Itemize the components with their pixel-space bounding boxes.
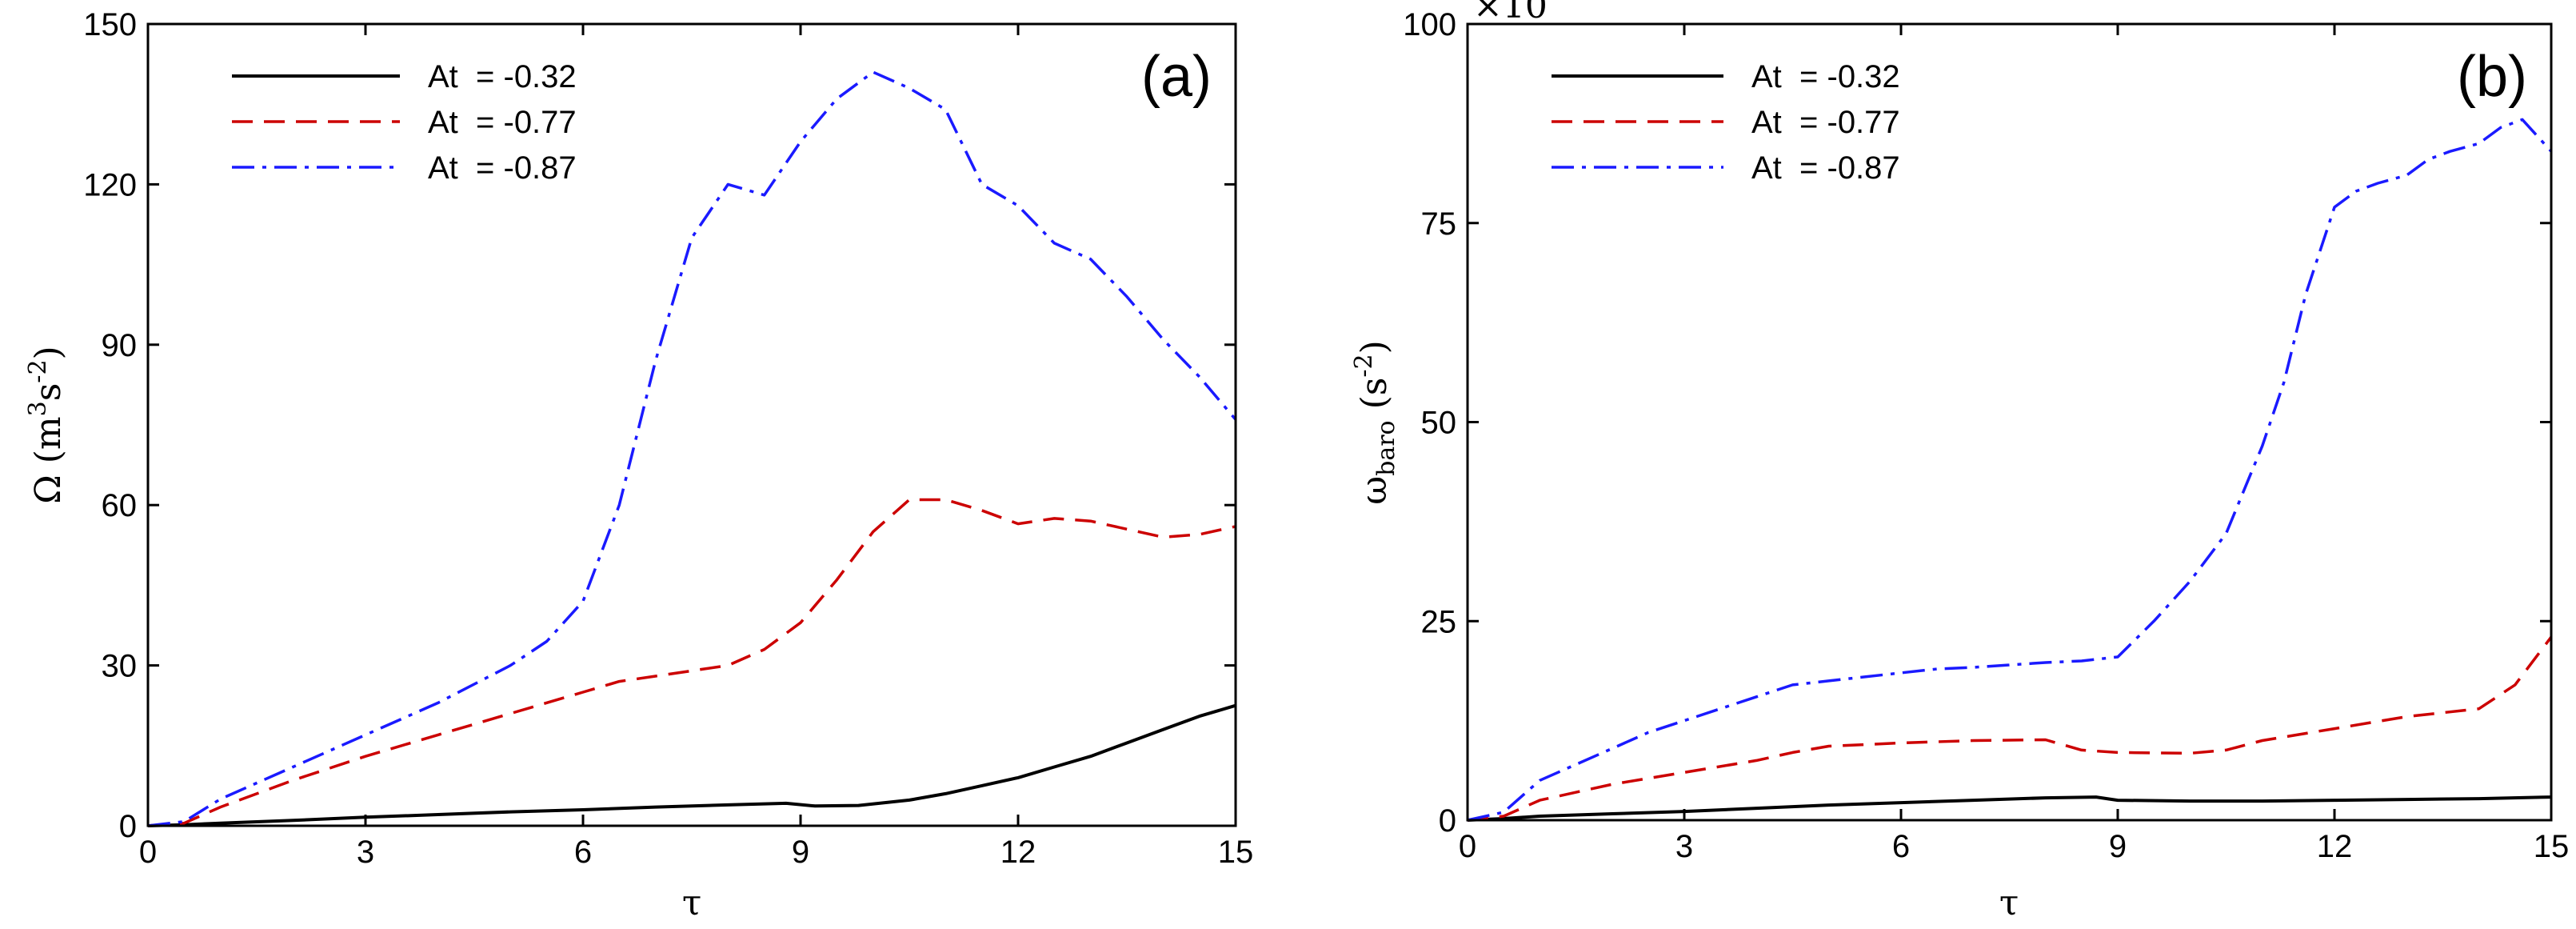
y-tick-label-b-4: 100 bbox=[1403, 7, 1456, 42]
plot-area-a bbox=[147, 70, 1237, 827]
plot-area-b bbox=[1467, 118, 2553, 822]
y-axis-title-b: ωbaro (s-2) bbox=[1350, 340, 1400, 505]
series-line-b-0 bbox=[1467, 795, 2552, 822]
y-tick-label-b-0: 0 bbox=[1439, 803, 1456, 839]
x-tick-label-a-2: 6 bbox=[574, 835, 592, 870]
panel-b: 0 3 6 9 12 15 0 25 50 75 100 (b) ×10 τ ωbaro (s-2)… bbox=[1350, 0, 2569, 923]
legend-a: At = -0.32 At = -0.77 At = -0.87 bbox=[232, 59, 577, 186]
y-axis-title-a: Ω (m3s-2) bbox=[24, 346, 69, 503]
y-title-b-mid: (s bbox=[1354, 378, 1395, 421]
legend-label-a-0: At = -0.32 bbox=[428, 59, 577, 94]
y-tick-label-a-5: 150 bbox=[83, 7, 137, 42]
legend-label-b-0: At = -0.32 bbox=[1751, 59, 1900, 94]
x-tick-label-b-4: 12 bbox=[2317, 829, 2353, 864]
ticks-b: 0 3 6 9 12 15 0 25 50 75 100 bbox=[1403, 7, 2569, 864]
x-tick-label-b-2: 6 bbox=[1892, 829, 1910, 864]
legend-b: At = -0.32 At = -0.77 At = -0.87 bbox=[1552, 59, 1900, 186]
y-title-a-mid: s bbox=[28, 383, 69, 402]
y-title-a-sup2: -2 bbox=[24, 359, 52, 382]
y-title-b-sub: baro bbox=[1372, 420, 1400, 476]
axes-frame-b bbox=[1466, 22, 2553, 822]
y-tick-label-b-2: 50 bbox=[1421, 406, 1457, 441]
legend-label-a-1: At = -0.77 bbox=[428, 105, 577, 140]
x-tick-label-a-1: 3 bbox=[357, 835, 374, 870]
panel-label-b: (b) bbox=[2457, 45, 2527, 109]
series-line-b-1 bbox=[1467, 636, 2553, 822]
scale-note-b: ×10 bbox=[1473, 0, 1548, 26]
y-tick-label-b-3: 75 bbox=[1421, 206, 1457, 242]
x-axis-title-a: τ bbox=[682, 883, 701, 923]
series-line-a-2 bbox=[147, 70, 1237, 827]
y-title-b-end: ) bbox=[1354, 340, 1395, 354]
y-title-b-sup: -2 bbox=[1350, 354, 1378, 377]
series-line-b-2 bbox=[1467, 118, 2553, 822]
y-tick-label-a-1: 30 bbox=[102, 649, 138, 684]
legend-label-b-2: At = -0.87 bbox=[1751, 150, 1900, 186]
y-tick-label-b-1: 25 bbox=[1421, 604, 1457, 639]
axes-frame-a bbox=[146, 22, 1237, 827]
x-tick-label-a-3: 9 bbox=[792, 835, 809, 870]
y-title-b-main: ω bbox=[1354, 476, 1395, 505]
legend-label-a-2: At = -0.87 bbox=[428, 150, 577, 186]
panel-label-a: (a) bbox=[1141, 45, 1212, 109]
y-title-a-main: Ω (m bbox=[28, 416, 69, 503]
x-tick-label-a-0: 0 bbox=[139, 835, 157, 870]
x-axis-title-b: τ bbox=[1999, 883, 2019, 923]
y-title-a-end: ) bbox=[28, 346, 69, 359]
series-line-a-0 bbox=[147, 703, 1236, 827]
y-tick-label-a-3: 90 bbox=[102, 328, 138, 363]
x-tick-label-a-4: 12 bbox=[1000, 835, 1036, 870]
x-tick-label-b-5: 15 bbox=[2534, 829, 2570, 864]
y-tick-label-a-2: 60 bbox=[102, 488, 138, 523]
scale-note-b-text: ×10 bbox=[1473, 0, 1548, 26]
x-tick-label-a-5: 15 bbox=[1218, 835, 1254, 870]
x-tick-label-b-0: 0 bbox=[1459, 829, 1476, 864]
y-tick-label-a-4: 120 bbox=[83, 167, 137, 202]
y-tick-label-a-0: 0 bbox=[119, 809, 137, 844]
x-tick-label-b-3: 9 bbox=[2109, 829, 2127, 864]
y-title-a-sup1: 3 bbox=[24, 401, 52, 416]
series-line-a-1 bbox=[147, 498, 1236, 827]
legend-label-b-1: At = -0.77 bbox=[1751, 105, 1900, 140]
x-tick-label-b-1: 3 bbox=[1675, 829, 1693, 864]
